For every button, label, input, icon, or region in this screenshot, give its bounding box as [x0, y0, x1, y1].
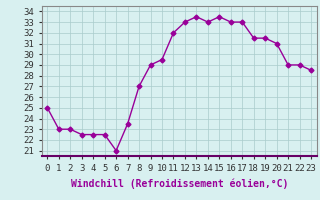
X-axis label: Windchill (Refroidissement éolien,°C): Windchill (Refroidissement éolien,°C) — [70, 178, 288, 189]
